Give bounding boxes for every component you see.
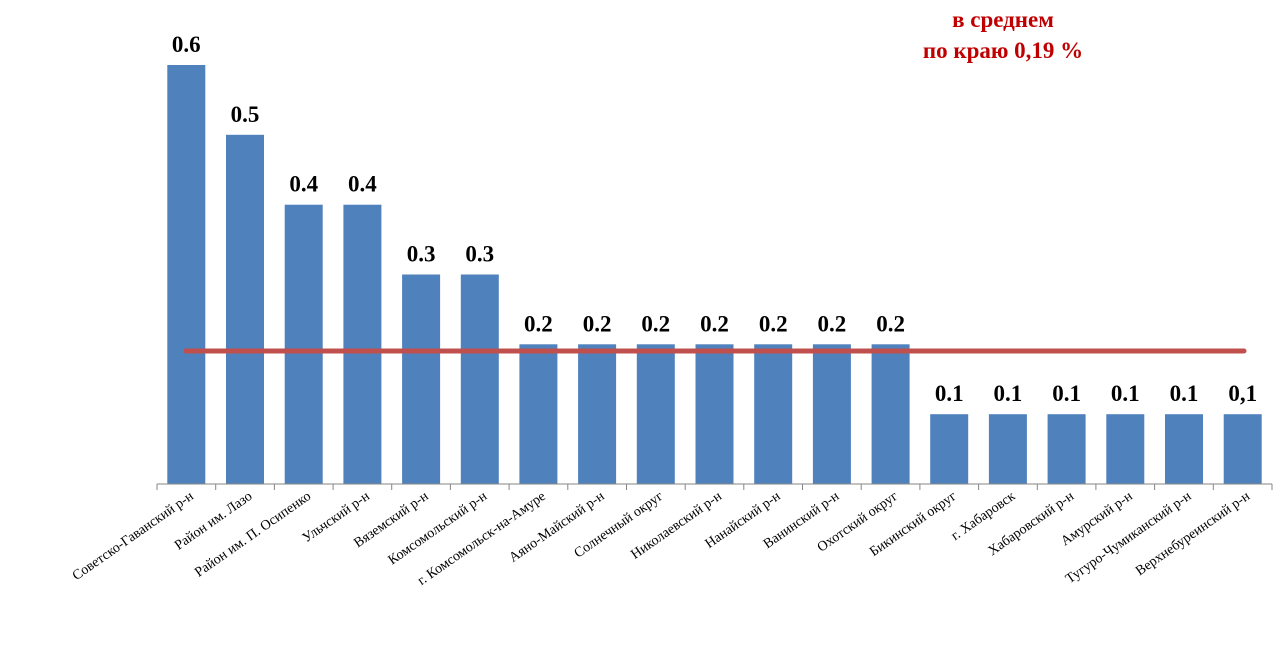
bar bbox=[1047, 414, 1086, 484]
bar-value-label: 0.4 bbox=[348, 172, 377, 197]
bar-value-label: 0.6 bbox=[172, 32, 201, 57]
bar-value-label: 0.4 bbox=[289, 172, 318, 197]
bar bbox=[812, 344, 851, 484]
bar bbox=[167, 65, 206, 484]
bar bbox=[636, 344, 675, 484]
bar-value-label: 0.1 bbox=[1111, 381, 1140, 406]
bar-value-label: 0.2 bbox=[876, 311, 905, 336]
bar-value-label: 0.2 bbox=[700, 311, 729, 336]
bar bbox=[578, 344, 617, 484]
bar-value-label: 0,1 bbox=[1228, 381, 1257, 406]
average-annotation-line-1: в среднем bbox=[952, 7, 1054, 32]
category-label: Верхнебуреинский р-н bbox=[1133, 489, 1253, 579]
bar bbox=[754, 344, 793, 484]
bar bbox=[343, 204, 382, 484]
bar bbox=[460, 274, 499, 484]
bar-value-label: 0.1 bbox=[1170, 381, 1199, 406]
bar-value-label: 0.1 bbox=[1052, 381, 1081, 406]
bar bbox=[930, 414, 969, 484]
bar-value-label: 0.3 bbox=[465, 242, 494, 267]
average-annotation: в среднем по краю 0,19 % bbox=[880, 4, 1126, 66]
bar-value-label: 0.2 bbox=[524, 311, 553, 336]
bar bbox=[284, 204, 323, 484]
bar bbox=[988, 414, 1027, 484]
bar-value-label: 0.1 bbox=[935, 381, 964, 406]
bar bbox=[871, 344, 910, 484]
category-label: Комсомольский р-н bbox=[386, 489, 491, 569]
bar-value-label: 0.2 bbox=[583, 311, 612, 336]
bar-value-label: 0.2 bbox=[818, 311, 847, 336]
bar bbox=[695, 344, 734, 484]
bar bbox=[1223, 414, 1262, 484]
bar-value-label: 0.3 bbox=[407, 242, 436, 267]
category-label: Аяно-Майский р-н bbox=[507, 489, 608, 566]
bar bbox=[1165, 414, 1203, 484]
bar-value-label: 0.5 bbox=[231, 102, 260, 127]
bar bbox=[402, 274, 441, 484]
bar-value-label: 0.2 bbox=[641, 311, 670, 336]
bar-value-label: 0.1 bbox=[994, 381, 1023, 406]
bar bbox=[519, 344, 558, 484]
bars-layer bbox=[167, 65, 1262, 485]
bar bbox=[226, 134, 264, 485]
bar bbox=[1106, 414, 1145, 484]
x-axis bbox=[156, 483, 1273, 490]
bar-value-label: 0.2 bbox=[759, 311, 788, 336]
average-annotation-line-2: по краю 0,19 % bbox=[922, 38, 1084, 63]
value-labels: 0.6 0.5 0.4 0.4 0.3 0.3 0.2 0.2 0.2 0.2 0.2 0.2 0.2 0… bbox=[172, 32, 1257, 406]
